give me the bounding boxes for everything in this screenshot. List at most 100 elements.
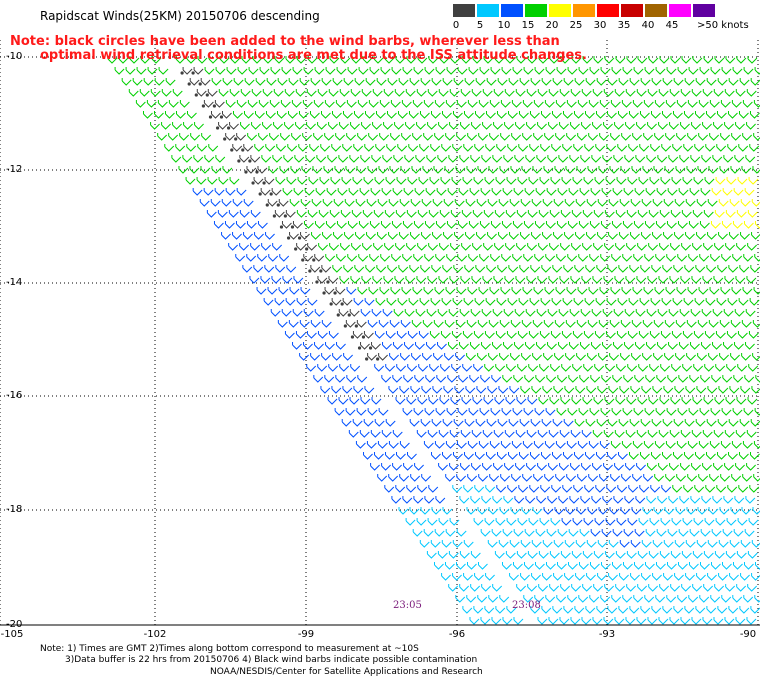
wind-barb [577, 441, 588, 449]
colorbar-swatch [621, 4, 643, 17]
wind-barb [254, 111, 265, 119]
wind-barb [445, 474, 456, 482]
wind-barb [367, 353, 377, 361]
wind-barb [455, 562, 466, 570]
wind-barb [466, 353, 476, 361]
wind-barb [540, 111, 551, 119]
wind-barb [696, 232, 706, 240]
wind-barb [424, 221, 435, 229]
wind-barb [638, 518, 649, 526]
wind-barb [715, 331, 726, 339]
wind-barb [309, 111, 320, 119]
wind-barb [384, 210, 395, 218]
wind-barb [271, 276, 282, 284]
wind-barb [497, 419, 508, 427]
wind-barb [445, 100, 456, 108]
wind-barb [369, 254, 380, 262]
wind-barb [391, 254, 402, 262]
wind-barb [731, 441, 742, 449]
wind-barb [132, 78, 143, 86]
wind-barb [624, 342, 634, 350]
wind-barb [594, 177, 605, 185]
wind-barb [502, 529, 513, 537]
wind-barb [674, 232, 684, 240]
wind-barb [748, 331, 759, 339]
wind-barb [669, 430, 680, 438]
wind-barb [629, 606, 640, 614]
wind-barb [505, 551, 516, 559]
wind-barb [697, 320, 708, 328]
wind-barb [290, 166, 301, 174]
wind-barb [317, 89, 328, 97]
wind-barb [493, 122, 503, 130]
wind-barb [610, 441, 621, 449]
wind-barb [726, 364, 737, 372]
wind-barb [628, 111, 639, 119]
wind-barb [622, 67, 633, 75]
wind-barb [587, 507, 598, 515]
wind-barb [343, 265, 354, 273]
wind-barb [347, 67, 358, 75]
wind-barb [583, 177, 594, 185]
wind-barb [611, 221, 622, 229]
wind-barb [342, 298, 353, 306]
wind-barb [639, 144, 650, 152]
wind-barb [300, 232, 310, 240]
wind-barb [448, 342, 458, 350]
wind-barb [355, 441, 366, 449]
wind-barb [717, 452, 727, 460]
wind-barb [453, 265, 464, 273]
wind-barb [494, 56, 505, 64]
wind-barb [625, 276, 636, 284]
contamination-circle [194, 93, 198, 97]
wind-barb [670, 243, 681, 251]
wind-barb [349, 309, 360, 317]
wind-barb [617, 298, 628, 306]
wind-barb [302, 133, 313, 141]
wind-barb [682, 518, 693, 526]
wind-barb [563, 419, 574, 427]
wind-barb [324, 100, 335, 108]
wind-barb [554, 353, 564, 361]
wind-barb [706, 265, 717, 273]
wind-barb [551, 485, 562, 493]
wind-barb [300, 287, 311, 295]
wind-barb [377, 474, 388, 482]
wind-barb [307, 56, 318, 64]
wind-barb [520, 573, 530, 581]
contamination-circle [297, 236, 302, 240]
wind-barb [446, 221, 457, 229]
wind-barb [395, 485, 406, 493]
wind-barb [600, 562, 611, 570]
wind-barb [651, 452, 661, 460]
wind-barb [538, 210, 549, 218]
wind-barb [468, 67, 479, 75]
wind-barb [688, 562, 699, 570]
wind-barb [713, 122, 723, 130]
wind-barb [681, 210, 692, 218]
wind-barb [717, 419, 728, 427]
wind-barb [342, 144, 353, 152]
wind-barb [627, 518, 638, 526]
wind-barb [629, 78, 640, 86]
wind-barb [716, 298, 727, 306]
wind-barb [709, 133, 720, 141]
wind-barb [373, 56, 384, 64]
wind-barb [612, 529, 623, 537]
wind-barb [716, 111, 727, 119]
wind-barb [418, 331, 429, 339]
wind-barb [448, 309, 459, 317]
wind-barb [571, 56, 582, 64]
wind-barb [644, 67, 655, 75]
wind-barb [566, 133, 577, 141]
wind-barb [477, 562, 488, 570]
wind-barb [296, 243, 307, 251]
wind-barb [575, 540, 586, 548]
wind-barb [747, 584, 758, 592]
wind-barb [366, 199, 377, 207]
wind-barb [439, 243, 450, 251]
wind-barb [356, 166, 367, 174]
wind-barb [735, 122, 745, 130]
wind-barb [355, 199, 366, 207]
wind-barb [714, 56, 725, 64]
